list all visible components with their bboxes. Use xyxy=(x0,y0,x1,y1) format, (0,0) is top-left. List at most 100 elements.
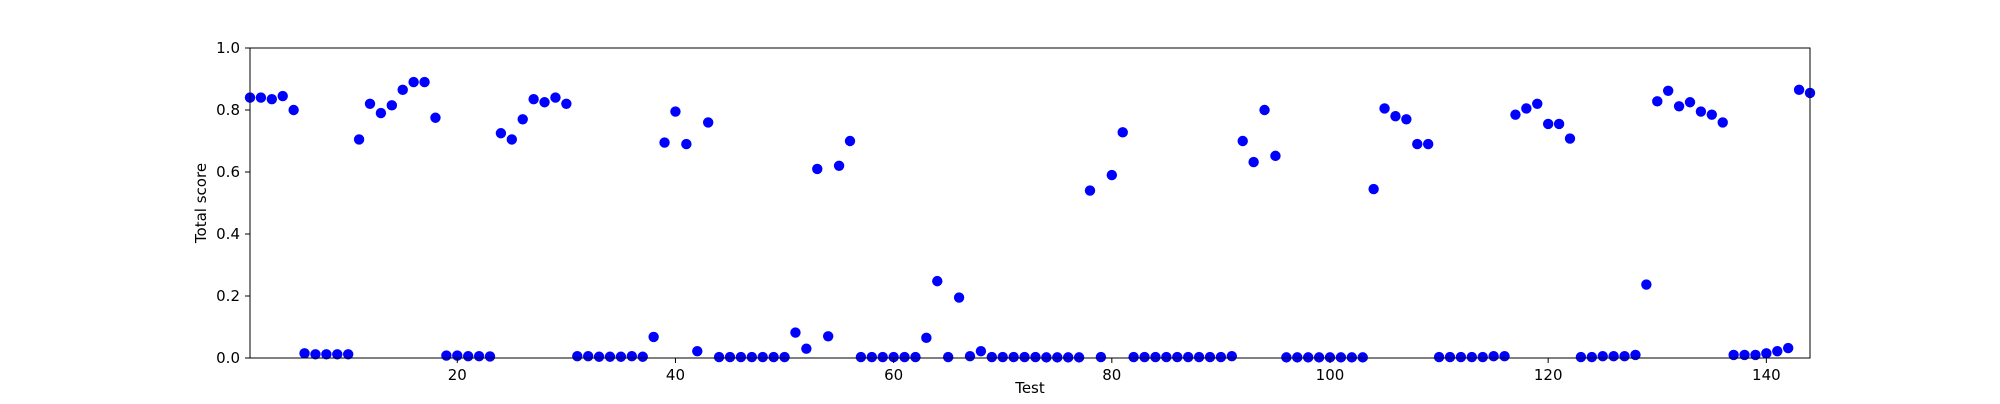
data-point xyxy=(779,351,790,363)
data-point xyxy=(877,351,888,363)
data-point xyxy=(1652,96,1663,107)
data-point xyxy=(550,92,561,103)
data-point xyxy=(1379,103,1390,114)
data-point xyxy=(1750,349,1761,361)
y-axis-ticks: 0.0 0.2 0.4 0.6 0.8 1.0 xyxy=(216,39,250,367)
data-point xyxy=(844,135,856,147)
data-point xyxy=(724,351,736,363)
data-point xyxy=(1673,101,1685,112)
data-point xyxy=(1030,351,1041,363)
data-point xyxy=(1215,351,1227,363)
x-tick-label: 100 xyxy=(1316,366,1345,384)
data-point xyxy=(288,104,299,116)
data-point xyxy=(1204,351,1216,363)
data-point xyxy=(1226,350,1238,362)
data-point xyxy=(812,163,823,175)
data-point xyxy=(1368,183,1379,195)
data-point xyxy=(1772,345,1783,357)
data-point xyxy=(637,351,648,362)
data-point xyxy=(1717,117,1728,128)
data-point xyxy=(1412,138,1423,150)
data-point xyxy=(1073,352,1085,363)
y-tick-label: 0.2 xyxy=(216,287,240,305)
data-point xyxy=(604,351,616,362)
data-point xyxy=(1641,279,1652,290)
x-tick-label: 120 xyxy=(1534,366,1563,384)
data-point xyxy=(1662,85,1674,96)
data-point xyxy=(659,137,670,148)
data-point xyxy=(713,351,725,363)
data-point xyxy=(692,345,703,357)
data-point xyxy=(1270,150,1281,162)
data-point xyxy=(1139,351,1150,363)
data-point xyxy=(1248,156,1259,168)
data-point xyxy=(1761,348,1772,359)
data-point xyxy=(997,351,1008,363)
data-point xyxy=(1488,350,1499,362)
data-point xyxy=(386,100,398,111)
data-point xyxy=(648,331,659,343)
data-point xyxy=(866,351,878,363)
data-point xyxy=(1630,349,1641,361)
data-point xyxy=(1532,98,1543,110)
data-point xyxy=(1313,352,1325,363)
x-tick-label: 80 xyxy=(1102,366,1121,384)
data-point xyxy=(484,351,496,362)
data-point xyxy=(921,332,932,344)
data-points xyxy=(244,76,1816,363)
data-point xyxy=(539,97,550,108)
x-tick-label: 140 xyxy=(1752,366,1781,384)
data-point xyxy=(702,117,714,128)
data-point xyxy=(1553,118,1565,130)
data-point xyxy=(1684,97,1696,108)
data-point xyxy=(517,114,528,125)
data-point xyxy=(1401,114,1412,125)
data-point xyxy=(321,349,332,360)
data-point xyxy=(473,350,485,362)
data-point xyxy=(1106,169,1118,181)
data-point xyxy=(495,128,507,139)
data-point xyxy=(1161,351,1172,363)
data-point xyxy=(801,343,812,354)
data-point xyxy=(561,98,572,110)
data-point xyxy=(670,106,681,117)
data-point xyxy=(855,351,867,363)
data-point xyxy=(593,351,605,362)
data-point xyxy=(1193,351,1205,363)
data-point xyxy=(768,351,779,363)
data-point xyxy=(1346,352,1358,363)
data-point xyxy=(1335,352,1347,363)
data-point xyxy=(1739,349,1750,361)
data-point xyxy=(1302,352,1314,363)
x-tick-label: 40 xyxy=(666,366,685,384)
data-point xyxy=(1521,103,1532,114)
data-point xyxy=(615,351,627,362)
data-point xyxy=(364,98,376,110)
data-point xyxy=(975,345,987,357)
data-point xyxy=(1455,351,1467,363)
data-point xyxy=(1172,351,1183,363)
data-point xyxy=(953,292,965,303)
data-point xyxy=(790,327,801,338)
data-point xyxy=(419,76,430,88)
data-point xyxy=(1117,127,1128,138)
data-point xyxy=(910,351,921,363)
data-point xyxy=(375,107,387,119)
data-point xyxy=(1706,109,1718,120)
y-tick-label: 0.6 xyxy=(216,163,240,181)
data-point xyxy=(888,351,899,363)
data-point xyxy=(1084,185,1096,196)
data-point xyxy=(1444,351,1456,363)
data-point xyxy=(899,351,910,363)
data-point xyxy=(1793,84,1805,96)
data-point xyxy=(1324,352,1336,363)
data-point xyxy=(757,351,768,363)
data-point xyxy=(1150,351,1161,363)
data-point xyxy=(1041,352,1052,363)
data-point xyxy=(1390,111,1401,122)
data-point xyxy=(1182,351,1194,363)
data-point xyxy=(299,348,310,359)
data-point xyxy=(932,275,943,287)
data-point xyxy=(735,351,747,363)
data-point xyxy=(1695,106,1707,117)
